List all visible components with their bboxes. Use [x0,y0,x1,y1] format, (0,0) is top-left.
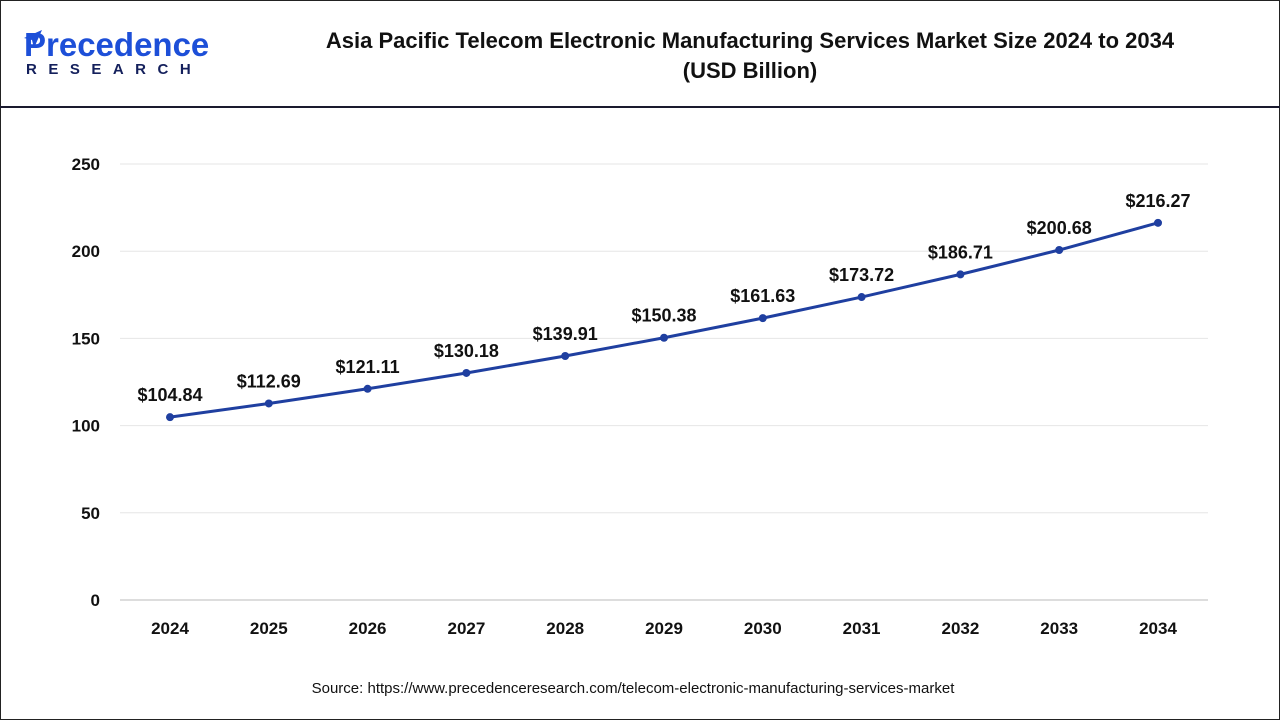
x-tick-label: 2033 [1040,619,1078,638]
data-label: $104.84 [137,385,202,405]
data-point [363,384,372,393]
data-label: $150.38 [631,306,696,326]
x-tick-label: 2024 [151,619,189,638]
precedence-research-logo: Precedence RESEARCH [24,28,209,78]
chart-title: Asia Pacific Telecom Electronic Manufact… [270,26,1230,86]
x-tick-label: 2027 [447,619,485,638]
logo-line1: Precedence [24,26,210,63]
title-line1: Asia Pacific Telecom Electronic Manufact… [325,28,1175,53]
y-tick-label: 0 [91,591,100,610]
header: Precedence RESEARCH Asia Pacific Telecom… [0,0,1280,108]
x-tick-label: 2034 [1139,619,1177,638]
data-point [462,368,471,377]
y-tick-label: 100 [72,417,100,436]
x-tick-label: 2031 [843,619,881,638]
x-tick-label: 2028 [546,619,584,638]
data-label: $200.68 [1027,218,1092,238]
data-point [660,333,668,342]
data-label: $130.18 [434,341,499,361]
data-label: $216.27 [1125,191,1190,211]
data-point [1055,246,1064,255]
y-tick-label: 50 [81,504,100,523]
data-label: $112.69 [237,371,301,391]
data-point [758,314,767,323]
x-tick-label: 2029 [645,619,683,638]
logo-arrow-icon [24,30,42,48]
x-tick-label: 2026 [349,619,387,638]
data-point [857,293,866,302]
data-label: $139.91 [533,324,598,344]
data-point [166,413,174,422]
data-point [561,351,570,360]
data-label: $186.71 [928,242,993,262]
data-label: $121.11 [336,357,400,377]
data-point [956,270,965,279]
data-label: $173.72 [829,265,894,285]
x-tick-label: 2025 [250,619,288,638]
y-tick-label: 150 [72,329,100,348]
x-tick-label: 2030 [744,619,782,638]
logo-line2: RESEARCH [26,61,203,78]
x-tick-label: 2032 [941,619,979,638]
data-point [264,399,273,408]
source-text: Source: https://www.precedenceresearch.c… [311,680,955,697]
data-label: $161.63 [730,286,795,306]
y-tick-label: 200 [72,242,100,261]
title-line2: (USD Billion) [682,58,818,83]
y-tick-label: 250 [72,155,100,174]
data-point [1154,218,1162,227]
